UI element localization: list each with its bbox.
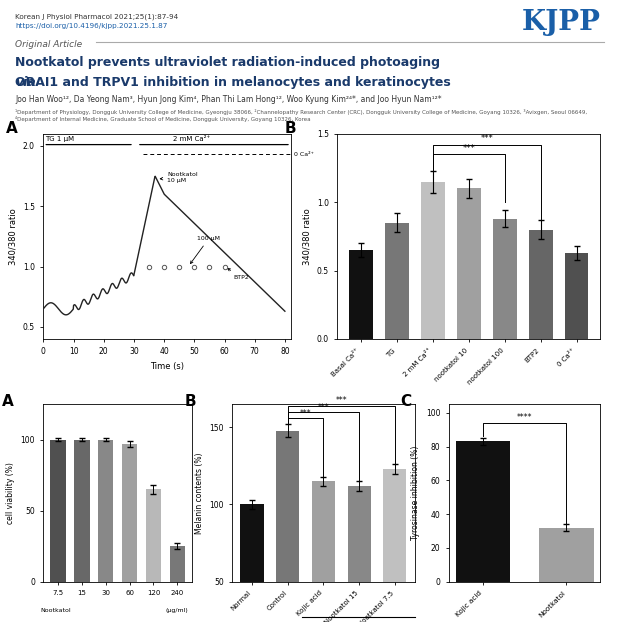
- Bar: [312, 481, 335, 622]
- Bar: [385, 223, 409, 339]
- Text: https://doi.org/10.4196/kjpp.2021.25.1.87: https://doi.org/10.4196/kjpp.2021.25.1.8…: [15, 23, 168, 29]
- Point: [249, 383, 259, 392]
- Text: ****: ****: [517, 413, 532, 422]
- Text: B: B: [285, 121, 297, 136]
- Bar: [383, 469, 407, 622]
- Point: [204, 262, 214, 272]
- Point: [38, 383, 48, 392]
- Text: ORAI1 and TRPV1 inhibition in melanocytes and keratinocytes: ORAI1 and TRPV1 inhibition in melanocyte…: [15, 76, 451, 89]
- Text: (μg/ml): (μg/ml): [165, 608, 188, 613]
- Point: [235, 383, 245, 392]
- Text: ***: ***: [335, 396, 347, 406]
- Text: ***: ***: [480, 134, 493, 143]
- Point: [280, 383, 290, 392]
- Text: ***: ***: [462, 144, 475, 153]
- Point: [220, 262, 230, 272]
- Point: [114, 383, 124, 392]
- Text: Nootkatol: Nootkatol: [40, 608, 71, 613]
- Text: Nootkatol
10 μM: Nootkatol 10 μM: [160, 172, 197, 183]
- Point: [53, 383, 63, 392]
- Bar: [493, 218, 516, 339]
- Point: [69, 383, 79, 392]
- Bar: [145, 490, 161, 582]
- Bar: [74, 440, 90, 582]
- X-axis label: Time (s): Time (s): [150, 362, 184, 371]
- Bar: [529, 230, 553, 339]
- Text: ***: ***: [300, 409, 311, 418]
- Bar: [457, 188, 480, 339]
- Point: [144, 262, 154, 272]
- Text: A: A: [6, 121, 18, 136]
- Bar: [240, 504, 264, 622]
- Y-axis label: 340/380 ratio: 340/380 ratio: [302, 208, 311, 265]
- Text: B: B: [184, 394, 196, 409]
- Point: [129, 383, 139, 392]
- Text: 2 mM Ca²⁺: 2 mM Ca²⁺: [173, 136, 210, 142]
- Point: [175, 262, 184, 272]
- Text: KJPP: KJPP: [521, 9, 600, 36]
- Y-axis label: Melanin contents (%): Melanin contents (%): [195, 452, 204, 534]
- Text: A: A: [2, 394, 14, 409]
- Point: [189, 262, 199, 272]
- Text: Korean J Physiol Pharmacol 2021;25(1):87-94: Korean J Physiol Pharmacol 2021;25(1):87…: [15, 14, 179, 20]
- Text: 100 μM: 100 μM: [191, 236, 220, 264]
- Bar: [122, 444, 137, 582]
- Text: 0 Ca²⁺: 0 Ca²⁺: [294, 152, 314, 157]
- Text: via: via: [15, 76, 37, 89]
- Bar: [565, 253, 589, 339]
- Bar: [422, 182, 444, 339]
- Y-axis label: Tyrosinase inhibition (%): Tyrosinase inhibition (%): [412, 446, 420, 540]
- Y-axis label: cell viability (%): cell viability (%): [6, 462, 15, 524]
- Text: TG 1 μM: TG 1 μM: [45, 136, 74, 142]
- Bar: [349, 250, 373, 339]
- Text: Original Article: Original Article: [15, 40, 82, 49]
- Text: Nootkatol prevents ultraviolet radiation-induced photoaging: Nootkatol prevents ultraviolet radiation…: [15, 56, 445, 69]
- Y-axis label: 340/380 ratio: 340/380 ratio: [8, 208, 17, 265]
- Bar: [170, 546, 185, 582]
- Bar: [276, 430, 300, 622]
- Bar: [539, 527, 594, 582]
- Point: [99, 383, 109, 392]
- Text: BTP2: BTP2: [228, 269, 249, 280]
- Bar: [347, 486, 371, 622]
- Bar: [98, 440, 113, 582]
- Text: C: C: [400, 394, 412, 409]
- Point: [84, 383, 93, 392]
- Text: ***: ***: [318, 402, 329, 412]
- Text: Joo Han Woo¹², Da Yeong Nam³, Hyun Jong Kim⁴, Phan Thi Lam Hong¹², Woo Kyung Kim: Joo Han Woo¹², Da Yeong Nam³, Hyun Jong …: [15, 95, 442, 104]
- Point: [159, 262, 169, 272]
- Point: [265, 383, 275, 392]
- Bar: [50, 440, 66, 582]
- Bar: [456, 442, 510, 582]
- Text: ¹Department of Physiology, Dongguk University College of Medicine, Gyeongju 3806: ¹Department of Physiology, Dongguk Unive…: [15, 109, 587, 123]
